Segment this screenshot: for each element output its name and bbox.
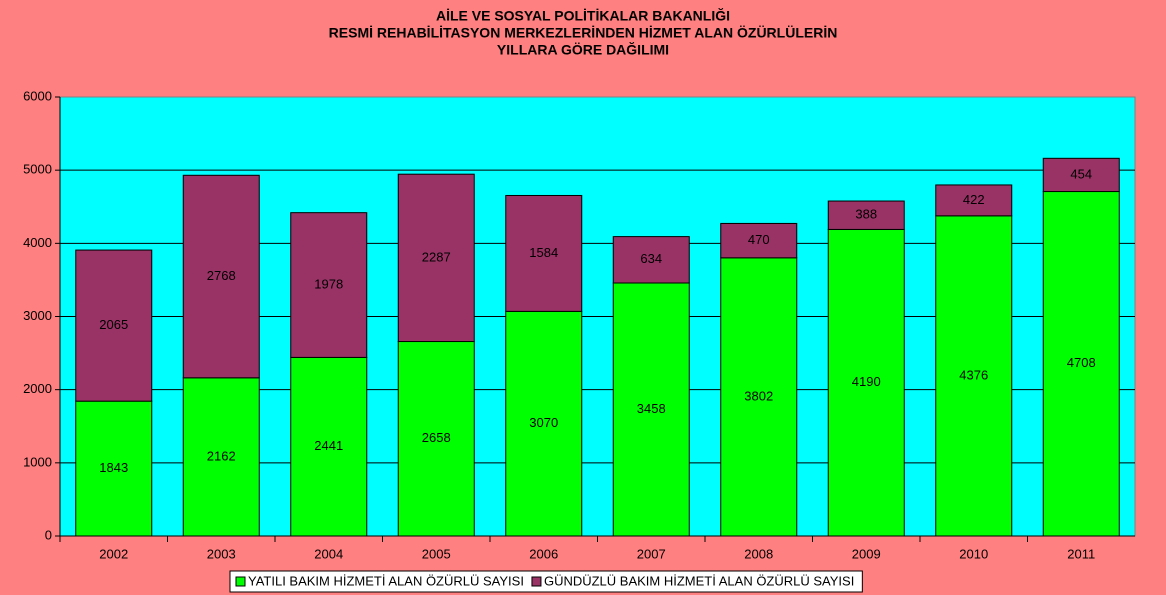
bar-segment	[720, 222, 798, 259]
y-tick-label: 6000	[23, 88, 52, 103]
bar-segment	[1042, 157, 1120, 193]
legend-label: YATILI BAKIM HİZMETİ ALAN ÖZÜRLÜ SAYISI	[248, 573, 524, 588]
y-tick-label: 5000	[23, 162, 52, 177]
data-label: 2658	[422, 430, 451, 445]
data-label: 2441	[314, 438, 343, 453]
data-label: 2162	[207, 448, 236, 463]
y-tick-label: 1000	[23, 454, 52, 469]
bar-segment	[75, 249, 153, 402]
bar-segment	[935, 215, 1013, 537]
bar-segment	[505, 310, 583, 537]
x-tick-label: 2003	[207, 546, 236, 561]
data-label: 3458	[637, 401, 666, 416]
bar-segment	[397, 341, 475, 537]
x-tick-label: 2008	[744, 546, 773, 561]
data-label: 422	[963, 192, 985, 207]
x-tick-label: 2007	[637, 546, 666, 561]
data-label: 4190	[852, 374, 881, 389]
data-label: 1584	[529, 245, 558, 260]
bar-segment	[935, 184, 1013, 217]
bar-segment	[1042, 191, 1120, 537]
data-label: 1843	[99, 460, 128, 475]
legend	[229, 570, 863, 593]
bar-segment	[182, 174, 260, 379]
x-tick-label: 2006	[529, 546, 558, 561]
data-label: 634	[640, 251, 662, 266]
data-label: 4376	[959, 367, 988, 382]
bar-segment	[827, 200, 905, 230]
bar-segment	[827, 228, 905, 537]
x-tick-label: 2002	[99, 546, 128, 561]
data-label: 454	[1070, 166, 1092, 181]
x-tick-label: 2004	[314, 546, 343, 561]
bar-segment	[505, 194, 583, 312]
y-tick-label: 4000	[23, 235, 52, 250]
bar-segment	[290, 212, 368, 358]
y-tick-label: 0	[45, 527, 52, 542]
data-label: 3070	[529, 415, 558, 430]
data-label: 2768	[207, 268, 236, 283]
x-tick-label: 2005	[422, 546, 451, 561]
chart-title: YILLARA GÖRE DAĞILIMI	[497, 41, 669, 58]
x-tick-label: 2009	[852, 546, 881, 561]
bar-segment	[612, 236, 690, 284]
chart-title: AİLE VE SOSYAL POLİTİKALAR BAKANLIĞI	[436, 7, 730, 24]
chart-title: RESMİ REHABİLİTASYON MERKEZLERİNDEN HİZM…	[329, 25, 838, 41]
legend-swatch	[531, 576, 542, 587]
bar-segment	[290, 356, 368, 537]
data-label: 1978	[314, 276, 343, 291]
bar-segment	[397, 173, 475, 343]
data-label: 470	[748, 232, 770, 247]
x-tick-label: 2010	[959, 546, 988, 561]
data-label: 388	[855, 207, 877, 222]
bar-segment	[720, 257, 798, 537]
bar-segment	[182, 377, 260, 537]
data-label: 2287	[422, 249, 451, 264]
y-tick-label: 2000	[23, 381, 52, 396]
legend-swatch	[235, 576, 246, 587]
data-label: 3802	[744, 388, 773, 403]
legend-label: GÜNDÜZLÜ BAKIM HİZMETİ ALAN ÖZÜRLÜ SAYIS…	[544, 573, 854, 588]
data-label: 4708	[1067, 355, 1096, 370]
x-tick-label: 2011	[1067, 546, 1095, 561]
y-tick-label: 3000	[23, 308, 52, 323]
data-label: 2065	[99, 317, 128, 332]
